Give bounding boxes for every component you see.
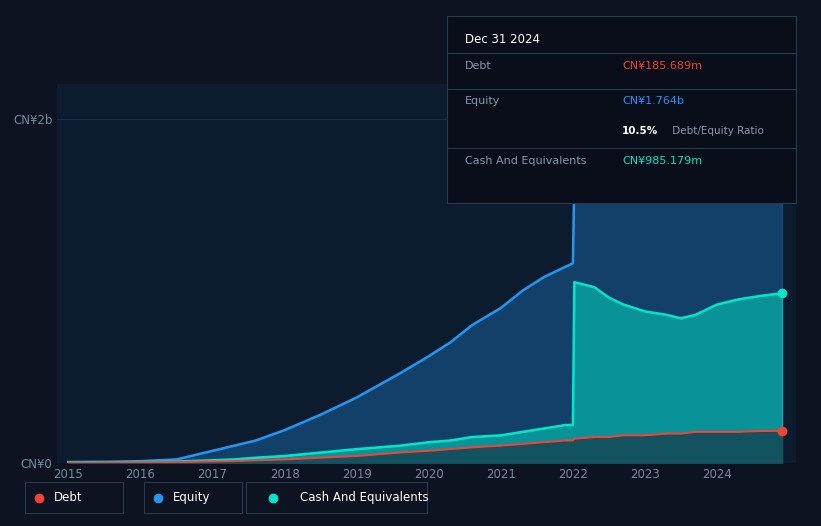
Text: Cash And Equivalents: Cash And Equivalents bbox=[465, 156, 586, 166]
Text: CN¥1.764b: CN¥1.764b bbox=[622, 96, 684, 106]
Text: 10.5%: 10.5% bbox=[622, 126, 658, 136]
Text: Equity: Equity bbox=[173, 491, 211, 504]
Text: CN¥985.179m: CN¥985.179m bbox=[622, 156, 702, 166]
Text: Equity: Equity bbox=[465, 96, 500, 106]
Text: Debt: Debt bbox=[465, 60, 492, 70]
Text: Cash And Equivalents: Cash And Equivalents bbox=[300, 491, 429, 504]
Text: CN¥185.689m: CN¥185.689m bbox=[622, 60, 702, 70]
Text: Debt/Equity Ratio: Debt/Equity Ratio bbox=[669, 126, 764, 136]
Text: Debt: Debt bbox=[54, 491, 83, 504]
Text: Dec 31 2024: Dec 31 2024 bbox=[465, 33, 540, 46]
